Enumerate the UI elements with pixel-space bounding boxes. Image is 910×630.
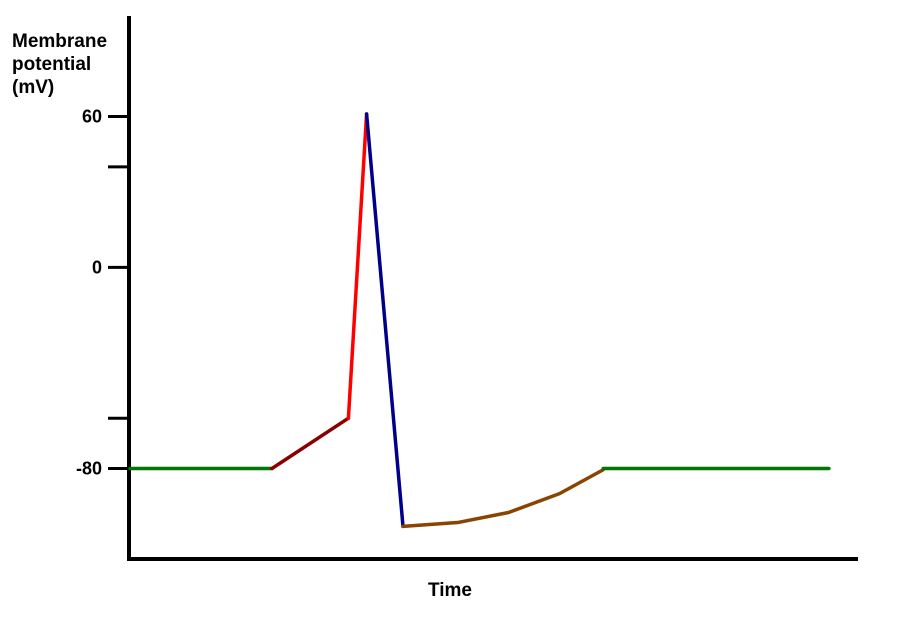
y-tick-label: 0 <box>92 257 102 277</box>
series-segment-3 <box>346 112 369 420</box>
y-axis-title-line-3: (mV) <box>12 77 54 98</box>
series-segment-4 <box>364 112 405 529</box>
series-lines <box>128 112 831 529</box>
series-segment-5 <box>401 468 605 529</box>
y-axis-title-line-1: Membrane <box>12 31 107 52</box>
series-segment-2 <box>270 416 351 471</box>
y-axis-title-line-2: potential <box>12 54 91 75</box>
y-axis-ticks: 60 0 -80 <box>76 107 129 479</box>
y-tick-label: -80 <box>76 459 102 479</box>
y-tick-label: 60 <box>82 107 102 127</box>
y-axis-title: Membrane potential (mV) <box>12 31 107 98</box>
x-axis-title: Time <box>428 580 472 601</box>
